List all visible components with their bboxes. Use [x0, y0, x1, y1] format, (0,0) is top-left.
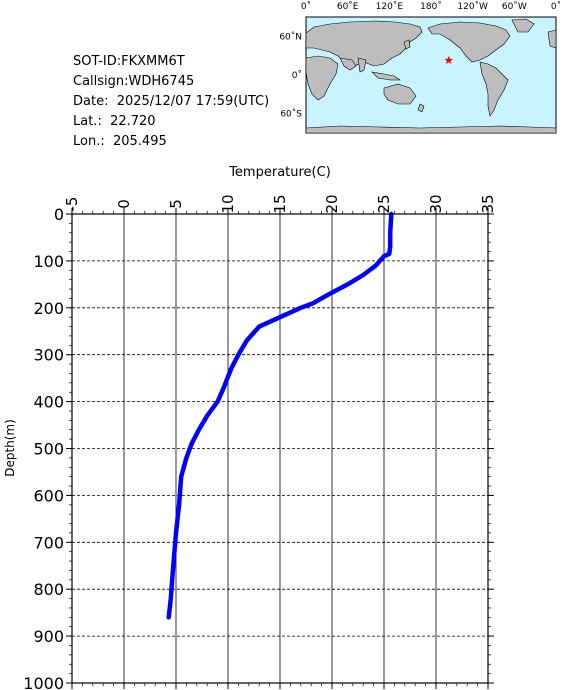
y-tick-label: 600 — [33, 486, 64, 505]
y-tick-label: 900 — [33, 627, 64, 646]
chart-grid — [72, 214, 488, 683]
map-lat-labels: 60˚N 0˚ 60˚S — [279, 31, 302, 119]
map-lon-label: 0˚ — [551, 1, 561, 12]
y-tick-label: 300 — [33, 346, 64, 365]
y-tick-label: 400 — [33, 393, 64, 412]
map-lon-label: 0˚ — [301, 1, 311, 12]
chart-ticks: -5 0 5 10 15 20 25 30 35010020030040050060070080… — [23, 194, 497, 690]
temperature-profile-line — [166, 211, 394, 620]
y-tick-label: 800 — [33, 580, 64, 599]
x-tick-label: 20 — [323, 194, 341, 213]
y-tick-label: 200 — [33, 299, 64, 318]
x-tick-label: 5 — [167, 199, 185, 209]
map-lon-label: 180˚ — [420, 1, 442, 12]
map-lon-labels: 0˚ 60˚E 120˚E 180˚ 120˚W 60˚W 0˚ — [301, 1, 561, 12]
station-id: SOT-ID:FKXMM6T — [73, 54, 185, 69]
station-lat: Lat.: 22.720 — [73, 114, 156, 129]
x-tick-label: 0 — [115, 199, 133, 209]
map-lat-label: 60˚S — [280, 109, 302, 120]
chart-series — [166, 211, 394, 620]
y-tick-label: 500 — [33, 440, 64, 459]
map-lat-label: 0˚ — [292, 70, 302, 81]
y-axis-label: Depth(m) — [3, 419, 17, 477]
y-tick-label: 0 — [54, 205, 64, 224]
map-lon-label: 60˚E — [337, 1, 359, 12]
station-date: Date: 2025/12/07 17:59(UTC) — [73, 94, 270, 109]
x-tick-label: 30 — [427, 194, 445, 213]
x-tick-label: 10 — [219, 194, 237, 213]
map-lon-label: 60˚W — [502, 1, 527, 12]
station-lon: Lon.: 205.495 — [73, 134, 167, 149]
map-land — [305, 18, 557, 134]
y-tick-label: 1000 — [23, 674, 64, 690]
x-axis-label: Temperature(C) — [228, 165, 331, 180]
y-tick-label: 100 — [33, 252, 64, 271]
x-tick-label: 35 — [479, 194, 497, 213]
map-lon-label: 120˚E — [376, 1, 404, 12]
x-tick-label: 25 — [375, 194, 393, 213]
x-tick-label: 15 — [271, 194, 289, 213]
map-lon-label: 120˚W — [457, 1, 488, 12]
y-tick-label: 700 — [33, 533, 64, 552]
map-lat-label: 60˚N — [279, 31, 302, 42]
map-position-marker-icon — [444, 55, 453, 64]
x-tick-label: -5 — [63, 197, 81, 212]
world-map: 0˚ 60˚E 120˚E 180˚ 120˚W 60˚W 0˚ 60˚N 0˚ 60˚S — [279, 1, 561, 134]
station-callsign: Callsign:WDH6745 — [73, 74, 195, 89]
map-marker-layer — [444, 55, 453, 64]
